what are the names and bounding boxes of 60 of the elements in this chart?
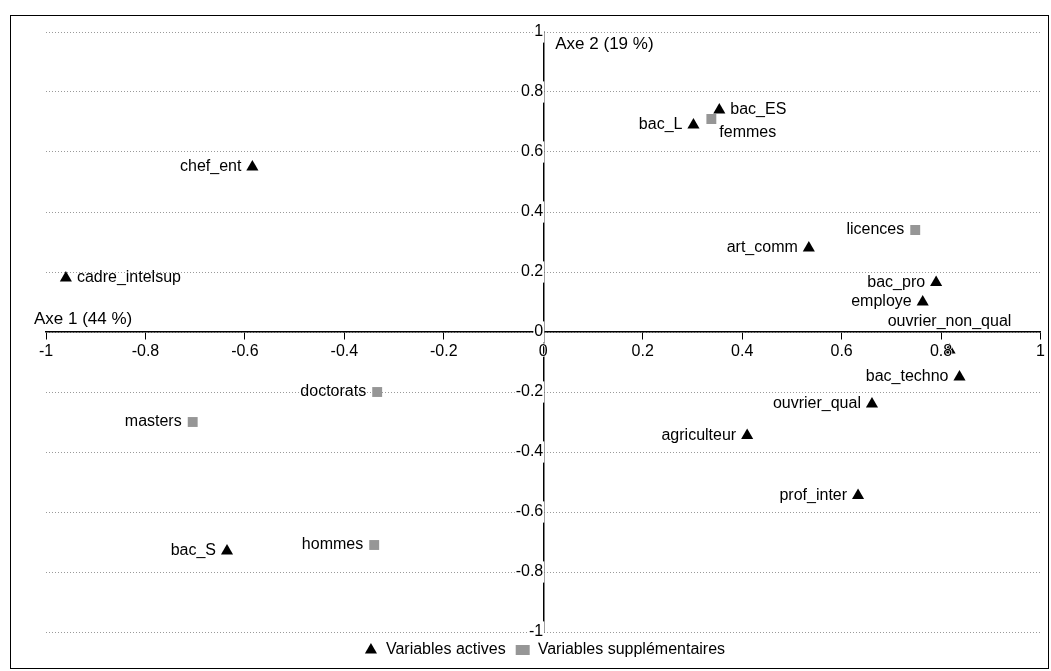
- point: [713, 103, 726, 114]
- y-tick-label: 0.6: [521, 142, 544, 160]
- annotation: employe: [851, 292, 912, 310]
- point: [741, 428, 754, 439]
- x-tick-label: -0.6: [231, 342, 259, 360]
- x-axis-title: Axe 1 (44 %): [34, 309, 133, 329]
- point: [910, 225, 921, 235]
- x-tick-label: -1: [38, 342, 54, 360]
- x-tick-label: 1: [1036, 342, 1046, 360]
- y-axis-title: Axe 2 (19 %): [555, 34, 654, 54]
- y-tick-label: -0.8: [515, 562, 544, 580]
- annotation: bac_ES: [730, 100, 787, 119]
- annotation: bac_S: [170, 541, 217, 560]
- point: [59, 271, 72, 282]
- annotation: masters: [124, 412, 182, 430]
- annotation: femmes: [719, 123, 777, 141]
- y-tick-label: 0.8: [521, 82, 544, 100]
- y-tick-label: -0.6: [515, 502, 544, 520]
- y-tick-label: -1: [529, 622, 544, 640]
- x-tick-label: -0.4: [330, 342, 359, 360]
- point: [220, 544, 234, 555]
- annotation: prof_inter: [779, 485, 848, 504]
- x-tick-label: 0.8: [929, 342, 953, 360]
- annotation: ouvrier_qual: [772, 394, 861, 413]
- point: [865, 397, 879, 408]
- annotation: bac_pro: [867, 272, 926, 291]
- point: [851, 488, 865, 499]
- point: [369, 540, 380, 550]
- point: [372, 387, 383, 397]
- annotation: hommes: [301, 535, 364, 553]
- annotation: bac_L: [638, 115, 683, 134]
- point: [953, 370, 966, 381]
- annotation: licences: [846, 220, 905, 238]
- y-tick-label: 0: [534, 322, 544, 340]
- legend-label: Variables supplémentaires: [537, 640, 726, 658]
- y-tick-label: 0.4: [521, 202, 544, 220]
- y-tick-label: -0.4: [515, 442, 544, 460]
- annotation: bac_techno: [865, 367, 949, 386]
- x-tick-label: 0.2: [631, 342, 654, 360]
- x-tick-label: 0.6: [830, 342, 853, 360]
- x-tick-label: -0.2: [430, 342, 458, 360]
- annotation: ouvrier_non_qual: [887, 312, 1012, 331]
- x-tick-label: -0.8: [131, 342, 160, 360]
- point: [930, 275, 943, 286]
- point: [687, 118, 700, 129]
- x-tick-label: 0.4: [731, 342, 754, 360]
- y-tick-label: -0.2: [515, 382, 544, 400]
- y-tick-label: 1: [534, 22, 544, 40]
- point: [916, 295, 929, 306]
- legend-label: Variables actives: [385, 640, 506, 658]
- point: [187, 417, 198, 427]
- annotation: agriculteur: [661, 425, 737, 443]
- point: [246, 160, 259, 171]
- annotation: doctorats: [300, 382, 367, 400]
- annotation: cadre_intelsup: [76, 268, 182, 287]
- annotation: art_comm: [726, 238, 798, 257]
- point: [706, 114, 717, 124]
- point: [802, 241, 815, 252]
- annotation: chef_ent: [179, 157, 242, 176]
- y-tick-label: 0.2: [521, 262, 544, 280]
